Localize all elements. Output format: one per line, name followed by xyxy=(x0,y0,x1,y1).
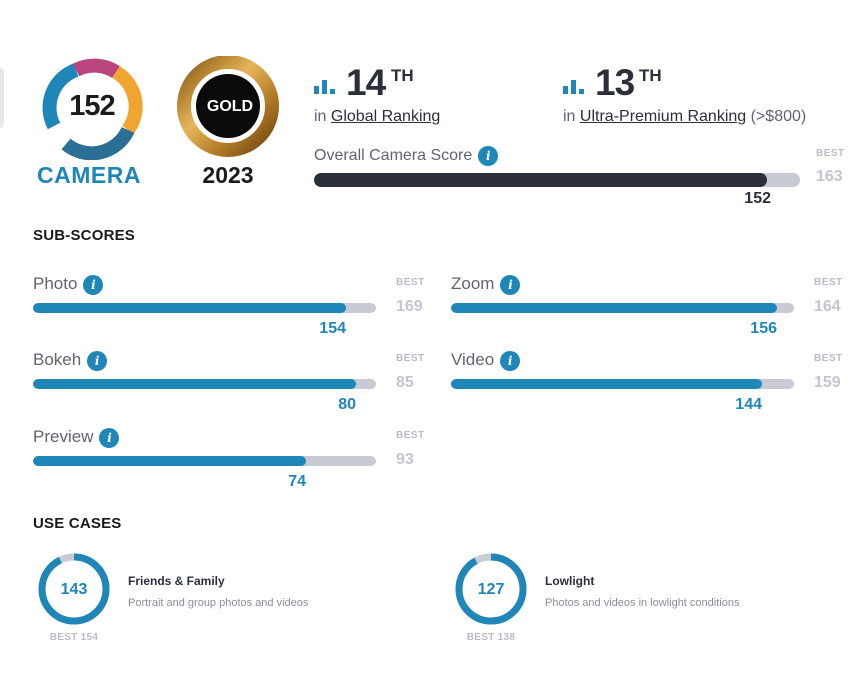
overall-score-value: 152 xyxy=(744,190,771,207)
overall-best-value: 163 xyxy=(816,168,843,185)
use-case-ring xyxy=(38,553,110,625)
global-rank-prefix: in xyxy=(314,108,327,125)
ultra-premium-ranking-link[interactable]: Ultra-Premium Ranking xyxy=(579,108,747,125)
use-case-description: Photos and videos in lowlight conditions xyxy=(545,597,740,609)
sub-score-label-text: Zoom xyxy=(451,274,495,293)
global-ranking-link[interactable]: Global Ranking xyxy=(330,108,441,125)
sub-score-value: 156 xyxy=(750,320,777,337)
segment-ranking: 13 TH in Ultra-Premium Ranking (>$800) xyxy=(563,62,853,132)
sub-score-label-text: Preview xyxy=(33,427,94,446)
side-panel-edge xyxy=(0,68,4,128)
sub-score-value: 74 xyxy=(288,473,306,490)
overall-best-label: BEST xyxy=(816,148,845,159)
sub-score-label-text: Video xyxy=(451,350,495,369)
sub-score-label: Photo i xyxy=(33,274,104,295)
award-badge: GOLD 2023 xyxy=(170,56,280,196)
use-case-ring-fill xyxy=(38,553,110,625)
global-rank-number: 14 xyxy=(346,62,386,103)
overall-score-label: Overall Camera Score i xyxy=(314,146,499,166)
sub-score-track xyxy=(33,303,376,313)
sub-score-best-value: 85 xyxy=(396,374,414,391)
bar-chart-icon xyxy=(314,80,335,94)
sub-score-best-label: BEST xyxy=(396,353,425,364)
sub-score-label: Preview i xyxy=(33,427,120,448)
info-icon[interactable]: i xyxy=(87,350,108,371)
global-rank-suffix: TH xyxy=(391,66,414,85)
use-case-ring-fill xyxy=(455,553,527,625)
camera-score-badge: 152 CAMERA xyxy=(32,56,146,196)
info-icon[interactable]: i xyxy=(478,146,499,166)
info-icon[interactable]: i xyxy=(500,274,521,295)
overall-score-label-text: Overall Camera Score xyxy=(314,147,473,165)
segment-rank-suffix: TH xyxy=(639,66,662,85)
sub-score-label: Video i xyxy=(451,350,521,371)
segment-price-note: (>$800) xyxy=(750,108,807,125)
camera-badge-ring-icon xyxy=(42,58,143,160)
sub-score-best-value: 93 xyxy=(396,451,414,468)
sub-score-label: Zoom i xyxy=(451,274,521,295)
sub-score-fill xyxy=(33,379,356,389)
sub-score-value: 144 xyxy=(735,396,762,413)
sub-score-best-value: 164 xyxy=(814,298,841,315)
use-case-best: BEST 138 xyxy=(466,632,516,643)
award-year: 2023 xyxy=(202,162,254,188)
sub-score-track xyxy=(33,456,376,466)
sub-scores-title: SUB-SCORES xyxy=(33,227,136,244)
segment-rank-line: in Ultra-Premium Ranking (>$800) xyxy=(563,108,806,126)
sub-score-fill xyxy=(33,303,346,313)
use-case-score: 143 xyxy=(60,581,88,598)
use-case-ring xyxy=(455,553,527,625)
use-case-title: Lowlight xyxy=(545,574,595,588)
use-case-title: Friends & Family xyxy=(128,574,225,588)
camera-label: CAMERA xyxy=(37,162,141,188)
bar-chart-icon xyxy=(563,80,584,94)
sub-score-value: 154 xyxy=(319,320,346,337)
sub-score-best-value: 169 xyxy=(396,298,423,315)
use-cases-title: USE CASES xyxy=(33,515,122,532)
global-rank-line: in Global Ranking xyxy=(314,108,440,126)
sub-score-best-label: BEST xyxy=(396,277,425,288)
sub-score-label-text: Photo xyxy=(33,274,78,293)
sub-score-label: Bokeh i xyxy=(33,350,108,371)
sub-score-track xyxy=(451,379,794,389)
sub-score-best-value: 159 xyxy=(814,374,841,391)
info-icon[interactable]: i xyxy=(500,350,521,371)
sub-score-label-text: Bokeh xyxy=(33,350,82,369)
gold-medal-icon xyxy=(177,56,279,157)
overall-score-fill xyxy=(314,173,767,187)
use-case-best: BEST 154 xyxy=(49,632,99,643)
sub-score-track xyxy=(33,379,376,389)
sub-score-fill xyxy=(451,379,762,389)
sub-score-best-label: BEST xyxy=(814,353,843,364)
sub-score-fill xyxy=(33,456,306,466)
award-level: GOLD xyxy=(206,98,254,115)
global-ranking: 14 TH in Global Ranking xyxy=(314,62,544,132)
sub-score-track xyxy=(451,303,794,313)
sub-score-best-label: BEST xyxy=(396,430,425,441)
sub-score-value: 80 xyxy=(338,396,356,413)
overall-score-track xyxy=(314,173,800,187)
use-case-description: Portrait and group photos and videos xyxy=(128,597,309,609)
sub-score-fill xyxy=(451,303,777,313)
segment-rank-number: 13 xyxy=(595,62,635,103)
segment-rank-prefix: in xyxy=(563,108,576,125)
sub-score-best-label: BEST xyxy=(814,277,843,288)
info-icon[interactable]: i xyxy=(83,274,104,295)
camera-score-value: 152 xyxy=(69,90,115,122)
info-icon[interactable]: i xyxy=(99,427,120,448)
use-case-score: 127 xyxy=(477,581,505,598)
